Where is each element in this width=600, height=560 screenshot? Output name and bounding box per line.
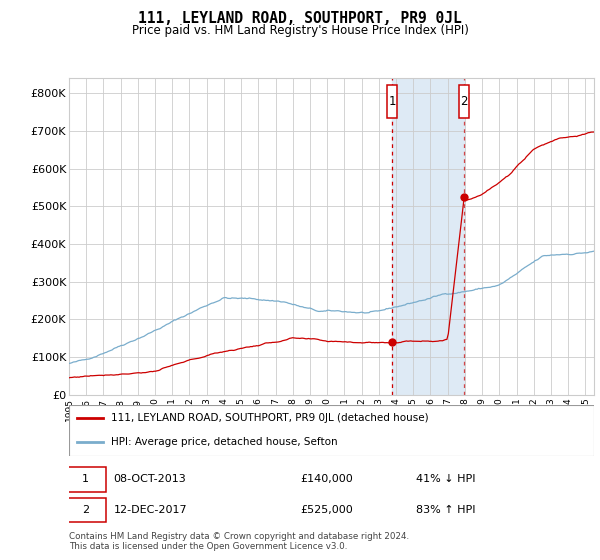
FancyBboxPatch shape <box>387 85 397 118</box>
Text: Contains HM Land Registry data © Crown copyright and database right 2024.
This d: Contains HM Land Registry data © Crown c… <box>69 532 409 552</box>
Text: £525,000: £525,000 <box>300 505 353 515</box>
Text: £140,000: £140,000 <box>300 474 353 484</box>
FancyBboxPatch shape <box>67 468 106 492</box>
Text: 111, LEYLAND ROAD, SOUTHPORT, PR9 0JL (detached house): 111, LEYLAND ROAD, SOUTHPORT, PR9 0JL (d… <box>111 413 428 423</box>
Text: 2: 2 <box>82 505 89 515</box>
Text: 12-DEC-2017: 12-DEC-2017 <box>113 505 187 515</box>
Text: 83% ↑ HPI: 83% ↑ HPI <box>415 505 475 515</box>
Text: Price paid vs. HM Land Registry's House Price Index (HPI): Price paid vs. HM Land Registry's House … <box>131 24 469 37</box>
Text: 111, LEYLAND ROAD, SOUTHPORT, PR9 0JL: 111, LEYLAND ROAD, SOUTHPORT, PR9 0JL <box>138 11 462 26</box>
FancyBboxPatch shape <box>67 498 106 522</box>
Text: HPI: Average price, detached house, Sefton: HPI: Average price, detached house, Seft… <box>111 437 338 447</box>
FancyBboxPatch shape <box>459 85 469 118</box>
Text: 1: 1 <box>388 95 396 108</box>
Text: 41% ↓ HPI: 41% ↓ HPI <box>415 474 475 484</box>
Text: 2: 2 <box>460 95 468 108</box>
Text: 1: 1 <box>82 474 89 484</box>
Text: 08-OCT-2013: 08-OCT-2013 <box>113 474 187 484</box>
FancyBboxPatch shape <box>69 405 594 456</box>
Bar <box>392 78 464 395</box>
